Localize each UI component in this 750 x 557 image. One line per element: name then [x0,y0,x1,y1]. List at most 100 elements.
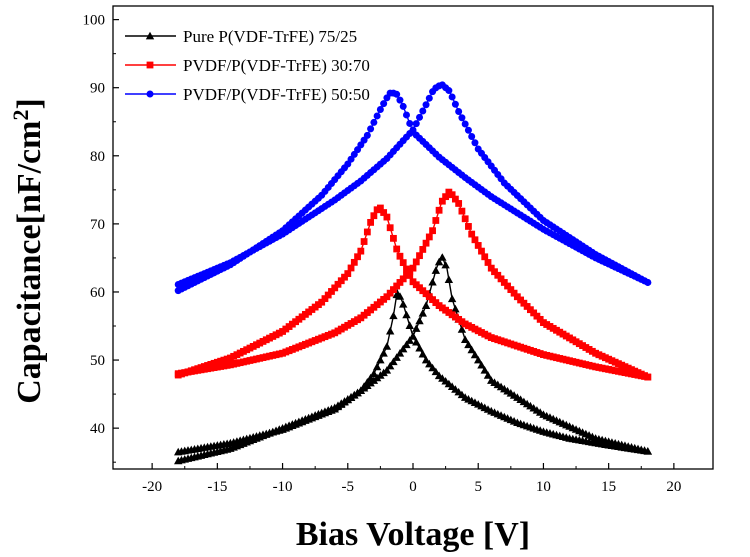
data-point [372,362,382,371]
data-point [458,114,466,122]
data-point [464,340,473,349]
data-point [393,90,401,98]
data-point [504,282,511,290]
data-point [354,253,361,261]
y-tick-label: 50 [90,353,105,369]
axis-ticks: -20 -15 -10 -5 0 5 10 15 20 40 50 60 70 80 90 100 [83,13,682,495]
data-point [445,188,453,196]
data-point [477,360,486,369]
data-point [337,277,345,285]
data-point [396,96,404,104]
data-point [390,234,397,242]
data-point [431,367,441,376]
data-point [318,298,326,306]
data-point [484,259,492,266]
data-point [415,316,424,325]
data-point [464,126,472,134]
data-point [412,258,420,266]
data-point [334,280,342,288]
data-point [350,258,358,266]
data-point [415,343,424,352]
y-axis-label-superscript: 2 [8,110,33,121]
x-tick-label: 10 [536,479,551,495]
data-point [376,105,384,113]
data-point [409,264,417,272]
data-point [383,213,391,221]
x-tick-label: 20 [666,479,681,495]
data-point [412,337,421,346]
x-tick-label: 15 [601,479,616,495]
x-tick-label: 5 [474,479,482,495]
data-point [145,31,155,40]
data-point [174,456,183,465]
data-point [442,193,450,201]
y-axis-label: Capacitance[nF/cm2] [8,98,48,404]
data-point [406,268,414,276]
legend: Pure P(VDF-TrFE) 75/25 PVDF/P(VDF-TrFE) 3… [125,27,370,104]
data-point [470,350,480,359]
data-point [380,209,388,216]
series-2 [174,188,652,381]
data-point [363,228,371,236]
legend-label: Pure P(VDF-TrFE) 75/25 [183,27,357,46]
data-point [438,197,446,205]
data-point [494,271,502,279]
series-3 [174,81,652,295]
data-point [425,359,434,368]
data-point [419,246,427,253]
data-point [379,349,388,357]
data-point [483,371,493,379]
data-point [367,218,375,226]
data-point [438,253,447,261]
data-point [392,353,401,361]
legend-label: PVDF/P(VDF-TrFE) 50:50 [183,85,370,104]
data-point [500,279,508,286]
data-point [468,133,476,141]
data-point [399,344,408,353]
data-point [367,125,375,133]
data-point [399,275,407,283]
data-point [396,279,404,286]
y-axis-label-close: ] [11,98,48,109]
data-point [347,264,355,272]
data-point [370,118,378,126]
data-point [376,204,384,212]
data-point [390,286,397,293]
data-point [448,93,456,101]
data-point [174,280,182,288]
x-tick-label: -10 [273,479,293,495]
data-point [393,282,401,290]
data-point [393,245,401,253]
plot-frame [112,5,714,470]
data-point [465,223,472,230]
data-point [416,252,423,260]
data-point [474,242,482,249]
data-point [406,119,414,127]
data-point [363,131,371,139]
data-point [402,111,410,119]
legend-label: PVDF/P(VDF-TrFE) 30:70 [183,56,370,75]
data-point [389,311,398,320]
data-point [385,361,395,370]
series-layer [174,81,652,465]
x-tick-label: -20 [142,479,162,495]
data-point [429,227,436,235]
data-point [457,325,467,333]
data-point [474,355,483,364]
data-point [418,349,427,358]
data-point [444,275,454,283]
data-point [434,257,444,266]
data-point [399,300,408,308]
x-tick-label: 0 [409,479,417,495]
data-point [471,139,479,147]
data-point [467,345,476,354]
data-point [461,215,469,223]
data-point [321,295,329,303]
data-point [460,335,470,343]
data-point [341,273,348,281]
data-point [447,294,457,303]
data-point [402,310,411,319]
data-point [412,120,420,128]
data-point [380,100,388,108]
data-point [458,207,466,215]
